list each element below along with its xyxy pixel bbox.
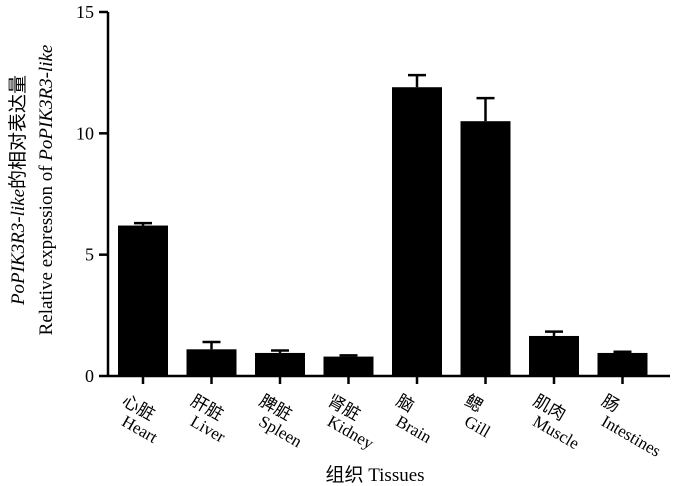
y-tick-label: 10	[76, 123, 94, 143]
bar	[597, 352, 648, 376]
x-tick-label: 脾脏Spleen	[247, 391, 315, 451]
y-axis-title-line2: Relative expression of PoPIK3R3-like	[36, 45, 57, 336]
x-tick-label: 鳃Gill	[453, 391, 503, 441]
x-axis-title: 组织 Tissues	[325, 464, 424, 486]
bar	[323, 356, 374, 376]
y-axis: 0 5 10 15	[76, 2, 110, 386]
y-axis-title: PoPIK3R3-like的相对表达量	[7, 75, 29, 306]
bar	[460, 121, 511, 376]
x-tick-label: 肠Intestines	[590, 391, 674, 461]
x-tick-label: 脑Brain	[384, 391, 444, 447]
bar	[529, 335, 579, 376]
bar	[118, 225, 168, 376]
bar	[186, 349, 237, 376]
y-tick-label: 15	[76, 2, 94, 22]
x-tick-label: 肾脏Kidney	[316, 391, 387, 453]
x-tick-label: 肝脏Liver	[179, 391, 238, 447]
y-axis-title-italic-2: PoPIK3R3-like	[36, 45, 57, 162]
y-tick-label: 0	[85, 366, 94, 386]
category-labels: 心脏Heart肝脏Liver脾脏Spleen肾脏Kidney脑Brain鳃Gil…	[110, 391, 674, 461]
x-tick-label: 肌肉Muscle	[521, 391, 592, 453]
bar	[255, 352, 305, 376]
y-axis-title-rest-1: 的相对表达量	[7, 75, 29, 189]
y-tick-label: 5	[85, 245, 94, 265]
y-axis-title-italic-1: PoPIK3R3-like	[8, 189, 29, 306]
y-axis-title-plain-2: Relative expression of	[36, 161, 57, 336]
svg-text:Relative expression of PoPIK3R: Relative expression of PoPIK3R3-like	[36, 45, 57, 336]
x-axis	[108, 374, 670, 384]
bar	[392, 87, 442, 376]
x-tick-label: 心脏Heart	[110, 391, 170, 447]
svg-text:PoPIK3R3-like的相对表达量: PoPIK3R3-like的相对表达量	[7, 75, 29, 306]
bars	[118, 73, 648, 376]
